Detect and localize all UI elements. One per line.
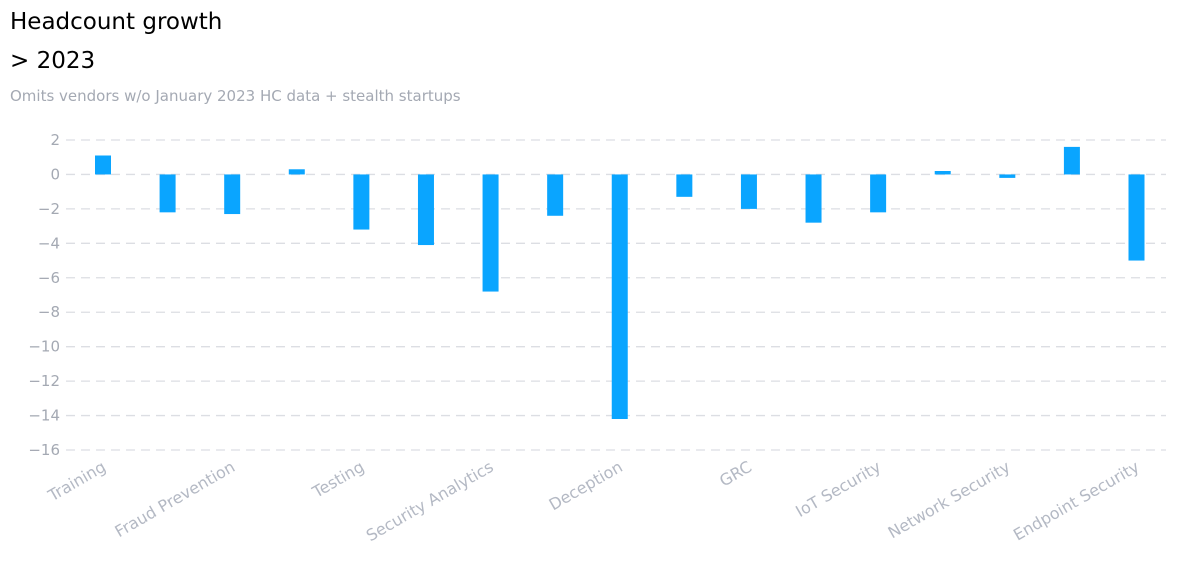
x-axis-labels: Training Fraud Prevention TestingSecurity … (44, 457, 1143, 545)
x-category-label: GRC (716, 457, 755, 490)
x-category-label: Fraud Prevention (111, 457, 238, 541)
gridlines (66, 139, 1166, 451)
bar (611, 174, 628, 419)
chart-subtitle: Omits vendors w/o January 2023 HC data +… (10, 87, 461, 105)
bar (547, 174, 564, 216)
y-tick-label: −2 (38, 200, 60, 218)
y-tick-label: −8 (38, 303, 60, 321)
x-category-label: Endpoint Security (1010, 457, 1142, 544)
bar (417, 174, 434, 246)
bar (353, 174, 370, 230)
bar (1128, 174, 1145, 261)
bar (805, 174, 822, 223)
bar (676, 174, 693, 197)
bar (482, 174, 499, 292)
y-tick-label: −6 (38, 269, 60, 287)
x-category-label: Testing (308, 457, 367, 502)
y-tick-label: 0 (50, 165, 60, 183)
x-category-label: Network Security (885, 457, 1014, 542)
chart-title: Headcount growth (10, 9, 223, 35)
x-category-label: Security Analytics (363, 457, 497, 545)
chart-title-year: > 2023 (10, 48, 96, 74)
y-tick-label: −14 (28, 407, 60, 425)
bar (159, 174, 176, 213)
x-category-label: Training (44, 457, 109, 506)
x-category-label: IoT Security (792, 457, 884, 521)
y-tick-label: −10 (28, 338, 60, 356)
bar (288, 169, 305, 175)
bar (870, 174, 887, 213)
y-tick-label: −16 (28, 441, 60, 459)
y-tick-label: −12 (28, 372, 60, 390)
bar (934, 171, 951, 175)
bar (95, 155, 111, 175)
bars (95, 146, 1145, 419)
y-axis-ticks: 2 0 −2 −4 −6 −8 −10 −12 −14 −16 (28, 131, 60, 459)
bar (224, 174, 241, 215)
y-tick-label: 2 (50, 131, 60, 149)
bar (999, 174, 1016, 178)
y-tick-label: −4 (38, 234, 60, 252)
bar (740, 174, 757, 209)
x-category-label: Deception (546, 457, 626, 514)
bar (1063, 146, 1080, 175)
